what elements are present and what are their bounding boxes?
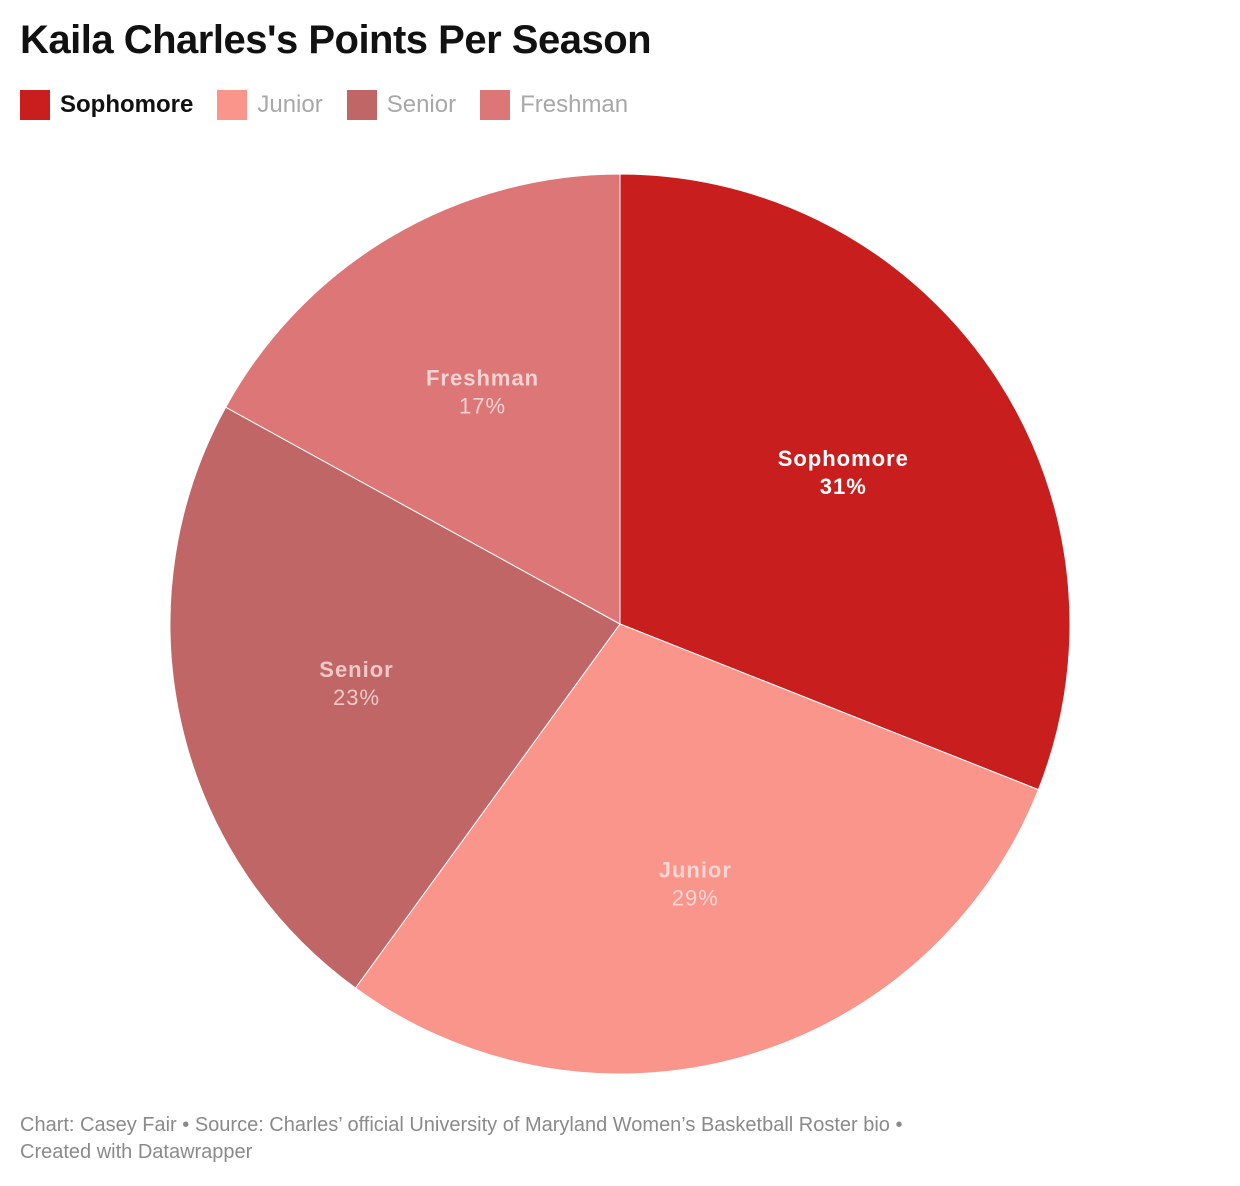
legend-label-sophomore: Sophomore (60, 91, 194, 118)
pie-slice-junior[interactable] (354, 623, 1040, 1075)
legend-label-senior: Senior (386, 91, 457, 118)
legend-item-senior[interactable]: Senior (346, 90, 457, 120)
footer-datawrapper-line: Created with Datawrapper (20, 1141, 253, 1163)
slice-label-freshman: Freshman (426, 366, 539, 391)
slice-value-freshman: 17% (459, 394, 506, 419)
legend-item-freshman[interactable]: Freshman (480, 90, 628, 120)
slice-value-junior: 29% (672, 885, 719, 910)
slice-label-senior: Senior (319, 657, 393, 682)
pie-labels: Sophomore 31% Junior 29% Senior 23% Freshman 17… (319, 366, 909, 911)
legend-label-freshman: Freshman (520, 91, 629, 118)
pie-slices (169, 173, 1071, 1075)
legend-item-junior[interactable]: Junior (217, 90, 323, 120)
legend-swatch-sophomore (20, 90, 50, 120)
slice-label-sophomore: Sophomore (778, 446, 909, 471)
legend-label-junior: Junior (257, 91, 323, 118)
pie-slice-senior[interactable] (169, 406, 621, 989)
legend-item-sophomore[interactable]: Sophomore (20, 90, 193, 120)
pie-slice-freshman[interactable] (224, 173, 621, 625)
chart-title: Kaila Charles's Points Per Season (20, 18, 652, 62)
slice-label-junior: Junior (659, 857, 732, 882)
slice-value-senior: 23% (333, 685, 380, 710)
chart-footer: Chart: Casey Fair • Source: Charles’ off… (20, 1112, 1020, 1166)
legend: Sophomore Junior Senior Freshman (20, 90, 652, 120)
pie-slice-sophomore[interactable] (619, 173, 1071, 791)
legend-swatch-freshman (480, 90, 511, 120)
legend-swatch-senior (346, 90, 377, 120)
slice-value-sophomore: 31% (820, 474, 867, 499)
footer-credit-line: Chart: Casey Fair • Source: Charles’ off… (20, 1114, 903, 1136)
legend-swatch-junior (217, 90, 248, 120)
